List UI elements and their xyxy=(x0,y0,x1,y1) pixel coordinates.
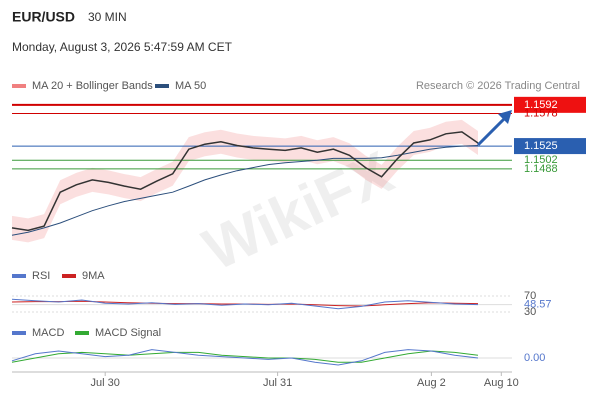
rsi-tick: 30 xyxy=(524,306,536,318)
macd-line xyxy=(11,349,479,366)
level-label: 1.1488 xyxy=(524,163,558,175)
datetime: Monday, August 3, 2026 5:47:59 AM CET xyxy=(12,40,233,54)
legend-swatch xyxy=(12,274,26,278)
legend-label: MA 20 + Bollinger Bands xyxy=(32,80,153,92)
rsi-tick: 70 xyxy=(524,290,536,302)
x-tick-label: Aug 2 xyxy=(417,377,446,389)
legend-label: MA 50 xyxy=(175,80,206,92)
x-tick-label: Aug 10 xyxy=(484,377,519,389)
legend-swatch xyxy=(75,331,89,335)
ma50-line xyxy=(11,145,479,236)
macd-tick: 0.00 xyxy=(524,352,545,364)
level-label: 1.1592 xyxy=(524,99,558,111)
legend-swatch xyxy=(62,274,76,278)
level-box xyxy=(514,138,586,155)
x-tick-label: Jul 30 xyxy=(91,377,120,389)
symbol: EUR/USD xyxy=(12,9,75,25)
legend-swatch xyxy=(12,84,26,88)
legend-label: 9MA xyxy=(82,270,105,282)
level-label: 1.1502 xyxy=(524,154,558,166)
rsi-tick: 48.57 xyxy=(524,298,552,310)
price-line xyxy=(11,131,479,232)
macd-signal-line xyxy=(11,350,479,363)
legend-label: MACD Signal xyxy=(95,327,161,339)
legend-label: MACD xyxy=(32,327,64,339)
rsi-line xyxy=(11,298,479,310)
legend-label: RSI xyxy=(32,270,50,282)
level-label: 1.1525 xyxy=(524,140,558,152)
x-tick-label: Jul 31 xyxy=(263,377,292,389)
target-arrow xyxy=(476,116,507,147)
arrow-head xyxy=(498,110,512,124)
credit: Research © 2026 Trading Central xyxy=(416,80,580,92)
legend-swatch xyxy=(155,84,169,88)
level-label: 1.1578 xyxy=(524,107,558,119)
legend-swatch xyxy=(12,331,26,335)
interval: 30 MIN xyxy=(88,10,127,24)
level-box xyxy=(514,96,586,113)
